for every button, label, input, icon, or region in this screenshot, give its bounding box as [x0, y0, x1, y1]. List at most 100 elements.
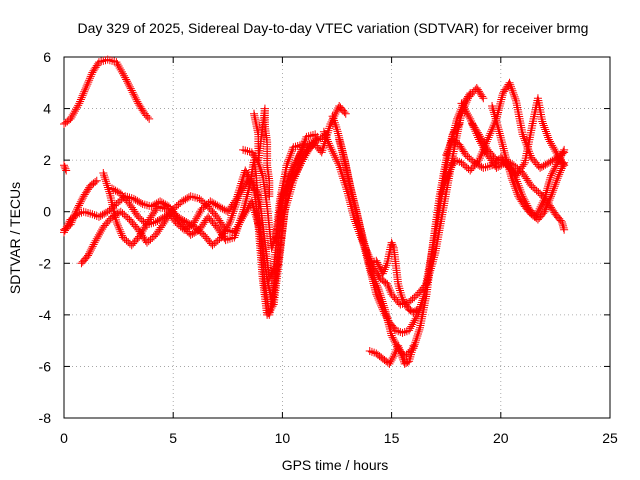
data-point — [556, 168, 565, 177]
data-point — [120, 71, 129, 80]
data-point — [509, 180, 518, 189]
data-point — [81, 85, 90, 94]
data-point — [88, 242, 97, 251]
data-point — [129, 194, 138, 203]
data-point — [334, 131, 343, 140]
data-point — [284, 157, 293, 166]
data-point — [333, 125, 341, 134]
data-point — [335, 137, 344, 146]
data-point — [497, 135, 506, 144]
data-point — [495, 101, 504, 110]
data-point — [398, 353, 407, 362]
data-point — [496, 133, 505, 142]
data-point — [415, 325, 424, 334]
data-point — [409, 341, 418, 350]
data-point — [446, 165, 455, 174]
data-point — [131, 195, 140, 204]
data-point — [211, 200, 220, 209]
data-point — [386, 327, 395, 336]
data-point — [375, 262, 384, 271]
data-point — [539, 119, 548, 128]
data-point — [182, 218, 191, 227]
data-point — [382, 309, 391, 318]
data-point — [359, 237, 368, 246]
data-point — [494, 125, 503, 134]
data-point — [364, 254, 373, 263]
data-point — [504, 161, 513, 170]
data-point — [331, 120, 340, 129]
data-point — [381, 305, 390, 314]
data-point — [231, 196, 240, 205]
data-point — [124, 80, 133, 89]
data-point — [103, 183, 112, 192]
data-point — [487, 127, 496, 136]
data-point — [85, 74, 94, 83]
data-point — [370, 348, 379, 357]
data-point — [376, 291, 385, 300]
data-point — [490, 154, 499, 163]
data-point — [122, 75, 131, 84]
data-point — [475, 161, 484, 170]
data-point — [490, 110, 499, 119]
data-point — [113, 187, 122, 196]
data-point — [255, 163, 264, 172]
data-point — [558, 149, 567, 158]
data-point — [371, 277, 380, 286]
data-point — [328, 112, 337, 121]
data-point — [60, 161, 68, 170]
data-point — [547, 192, 556, 201]
data-point — [284, 155, 293, 164]
data-point — [117, 229, 126, 238]
data-point — [544, 180, 553, 189]
data-point — [319, 127, 328, 136]
data-point — [382, 261, 391, 270]
data-point — [506, 80, 515, 89]
data-point — [521, 136, 530, 145]
data-point — [350, 200, 359, 209]
data-point — [535, 204, 544, 213]
data-point — [548, 188, 557, 197]
data-point — [132, 95, 141, 104]
data-point — [557, 164, 566, 173]
x-tick-label: 10 — [275, 430, 291, 446]
data-point — [379, 301, 388, 310]
data-point — [373, 283, 382, 292]
data-point — [546, 173, 555, 182]
data-point — [396, 288, 405, 297]
data-point — [228, 209, 237, 218]
data-point — [209, 199, 218, 208]
data-point — [388, 240, 397, 249]
data-point — [60, 226, 69, 235]
data-point — [100, 173, 109, 182]
data-point — [135, 197, 144, 206]
data-point — [127, 86, 136, 95]
data-point — [559, 160, 568, 169]
chart-title: Day 329 of 2025, Sidereal Day-to-day VTE… — [78, 20, 589, 36]
data-point — [437, 189, 446, 198]
data-point — [109, 185, 118, 194]
data-point — [492, 163, 501, 172]
data-point — [367, 267, 376, 276]
data-point — [156, 214, 165, 223]
data-point — [549, 184, 558, 193]
data-point — [559, 223, 568, 232]
data-point — [129, 90, 138, 99]
data-point — [366, 265, 375, 274]
data-point — [543, 159, 552, 168]
data-point — [241, 196, 250, 205]
data-point — [497, 95, 506, 104]
data-point — [233, 224, 242, 233]
data-point — [81, 83, 90, 92]
x-axis-label: GPS time / hours — [282, 457, 389, 473]
data-point — [479, 94, 488, 103]
data-point — [551, 180, 560, 189]
data-point — [410, 340, 419, 349]
data-point — [539, 161, 548, 170]
data-point — [497, 93, 506, 102]
data-point — [181, 195, 190, 204]
data-point — [99, 171, 108, 180]
data-point — [550, 182, 559, 191]
data-point — [99, 169, 108, 178]
data-point — [442, 175, 451, 184]
